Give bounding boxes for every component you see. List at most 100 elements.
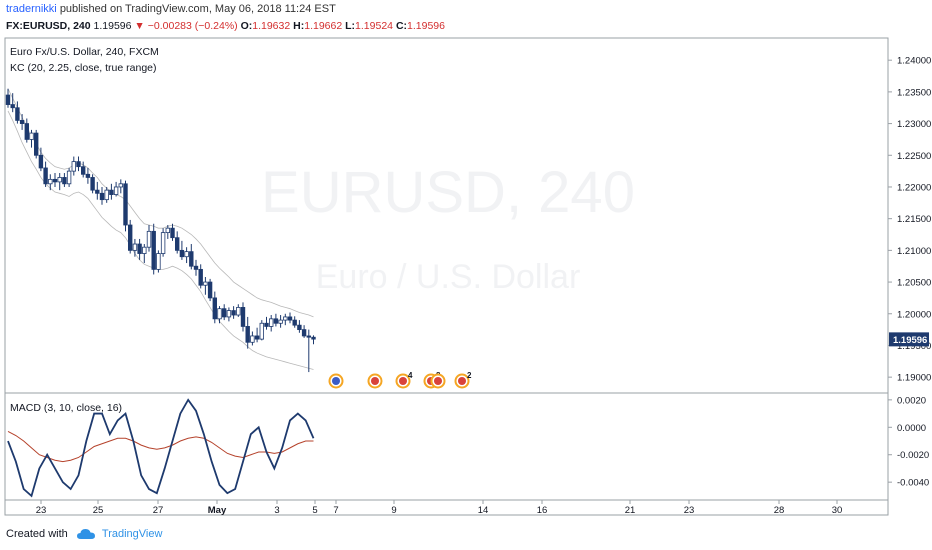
candle xyxy=(52,173,58,187)
candle xyxy=(212,291,217,324)
watermark-name: Euro / U.S. Dollar xyxy=(316,258,581,296)
price-tick-label: 1.21000 xyxy=(897,246,931,257)
candle xyxy=(48,174,53,191)
candle-body-down xyxy=(254,335,260,340)
candle-body-down xyxy=(95,189,100,194)
candle xyxy=(301,325,307,338)
author-link[interactable]: tradernikki xyxy=(6,3,57,15)
candle-body-up xyxy=(132,243,138,251)
event-marker[interactable] xyxy=(367,373,383,389)
candle xyxy=(236,304,241,317)
kc-upper-band xyxy=(7,88,314,318)
low-value: 1.19524 xyxy=(355,20,394,32)
high-label: H: xyxy=(293,20,305,32)
candle xyxy=(170,223,175,241)
candle-body-up xyxy=(113,186,119,195)
candle-body-down xyxy=(297,324,302,331)
macd-signal-line xyxy=(7,430,314,463)
candle-body-up xyxy=(71,161,76,172)
symbol-label: FX:EURUSD, 240 xyxy=(6,20,91,32)
event-marker[interactable] xyxy=(328,373,344,389)
candle-body-down xyxy=(99,192,105,201)
candle xyxy=(217,306,222,324)
candle-body-down xyxy=(193,265,199,270)
last-price-marker xyxy=(889,332,929,347)
last-price: 1.19596 xyxy=(93,20,132,32)
candle-body-down xyxy=(109,189,114,195)
event-marker[interactable]: 2 xyxy=(454,371,473,389)
candle-body-down xyxy=(90,177,95,191)
candle xyxy=(165,225,170,239)
candle-body-down xyxy=(85,173,91,178)
candle-body-down xyxy=(292,319,297,326)
event-marker[interactable]: 4 xyxy=(395,371,414,389)
candle xyxy=(221,304,227,321)
indicator-label: KC (20, 2.25, close, true range) xyxy=(10,62,157,74)
candle xyxy=(174,231,180,254)
candle-body-down xyxy=(287,316,293,321)
candle xyxy=(132,238,138,257)
time-tick-label: 21 xyxy=(625,505,636,516)
candle xyxy=(123,180,128,232)
candle xyxy=(306,329,311,373)
candle-body-up xyxy=(203,281,208,286)
price-tick-label: 1.20500 xyxy=(897,278,931,289)
candle-body-down xyxy=(127,224,133,251)
footer: Created with TradingView xyxy=(6,528,162,540)
candle-body-down xyxy=(19,120,25,124)
candle xyxy=(71,156,76,176)
published-text: published on TradingView.com, May 06, 20… xyxy=(59,3,336,15)
time-tick-label: 7 xyxy=(333,505,338,516)
macd-tick-label: -0.0040 xyxy=(897,478,929,489)
time-tick-label: 9 xyxy=(391,505,396,516)
price-tick-label: 1.19000 xyxy=(897,373,931,384)
macd-tick-label: 0.0000 xyxy=(897,423,926,434)
candle-body-up xyxy=(278,319,283,324)
time-tick-label: 16 xyxy=(537,505,548,516)
watermark-symbol: EURUSD, 240 xyxy=(261,160,635,225)
candle-body-up xyxy=(66,170,72,185)
candle-body-up xyxy=(268,318,274,327)
open-value: 1.19632 xyxy=(252,20,291,32)
candle-body-down xyxy=(43,167,48,185)
candle xyxy=(29,129,34,148)
candle-body-down xyxy=(62,177,67,185)
candle-body-down xyxy=(170,227,175,239)
candle xyxy=(259,320,264,341)
candle xyxy=(19,114,25,130)
candle xyxy=(287,312,293,324)
candle-body-down xyxy=(52,178,58,183)
price-tick-label: 1.23500 xyxy=(897,87,931,98)
macd-line xyxy=(7,398,315,498)
candle-body-down xyxy=(207,281,213,299)
candle-body-up xyxy=(236,307,241,316)
candle xyxy=(109,183,114,200)
candle-body-down xyxy=(306,335,311,338)
candle-body-up xyxy=(142,246,147,254)
candle-body-down xyxy=(189,251,194,267)
candle xyxy=(57,173,62,191)
price-tick-label: 1.22000 xyxy=(897,182,931,193)
candle xyxy=(99,186,105,205)
candle-body-up xyxy=(118,183,123,188)
event-flag-icon xyxy=(458,377,466,385)
candle xyxy=(207,278,213,302)
candle-body-down xyxy=(38,154,44,169)
candle xyxy=(62,173,67,187)
candle xyxy=(179,240,185,260)
candle-body-up xyxy=(156,253,161,270)
last-price-label: 1.19596 xyxy=(893,335,927,346)
time-tick-label: 14 xyxy=(478,505,489,516)
time-tick-label: 30 xyxy=(832,505,843,516)
candle-body-down xyxy=(311,336,316,340)
candle-body-down xyxy=(221,308,227,318)
event-marker[interactable] xyxy=(430,373,446,389)
candle xyxy=(264,316,269,330)
candle xyxy=(113,181,119,197)
chart-title: Euro Fx/U.S. Dollar, 240, FXCM xyxy=(10,46,159,58)
candle-body-down xyxy=(245,326,250,343)
macd-label: MACD (3, 10, close, 16) xyxy=(10,402,122,414)
candle-body-up xyxy=(226,310,232,318)
tradingview-brand-link[interactable]: TradingView xyxy=(101,528,163,540)
